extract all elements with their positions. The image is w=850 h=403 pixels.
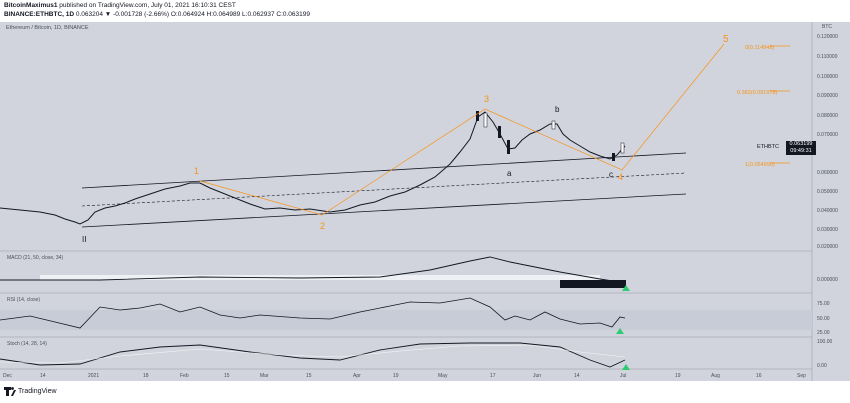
rsi-line[interactable] bbox=[0, 297, 626, 329]
rsi-tick: 75.00 bbox=[817, 301, 830, 307]
price-tag-symbol: ETHBTC bbox=[757, 144, 779, 150]
candle[interactable] bbox=[620, 142, 625, 154]
elliott-wave-path[interactable] bbox=[199, 43, 725, 216]
macd-label[interactable]: MACD (21, 50, close, 34) bbox=[7, 255, 64, 261]
symbol-label: Ethereum / Bitcoin, 1D, BINANCE bbox=[6, 25, 89, 31]
candle[interactable] bbox=[551, 120, 556, 130]
rsi-tick: 25.00 bbox=[817, 330, 830, 336]
price-tick: 0.060000 bbox=[817, 170, 838, 176]
rsi-signal-icon bbox=[616, 328, 624, 334]
stoch-tick: 100.00 bbox=[817, 339, 833, 345]
tradingview-logo-icon[interactable] bbox=[4, 387, 16, 397]
channel-upper-line[interactable] bbox=[81, 152, 687, 189]
price-tick: 0.020000 bbox=[817, 244, 838, 250]
chart-header: BitcoinMaximus1 published on TradingView… bbox=[0, 0, 850, 22]
rsi-band bbox=[0, 310, 812, 330]
candles[interactable] bbox=[476, 111, 625, 161]
time-tick: 15 bbox=[224, 373, 230, 379]
author-name[interactable]: BitcoinMaximus1 bbox=[4, 2, 58, 9]
stoch-d-line[interactable] bbox=[0, 344, 626, 364]
price-tick: 0.100000 bbox=[817, 74, 838, 80]
price-tick: 0.030000 bbox=[817, 227, 838, 233]
tradingview-brand[interactable]: TradingView bbox=[18, 388, 57, 395]
current-price-tag: 0.063199 09:49:31 bbox=[786, 141, 816, 155]
time-axis[interactable]: Dec 14 2021 18 Feb 15 Mar 15 Apr 19 May … bbox=[3, 373, 806, 379]
fib-label-1: 1(0.054990) bbox=[745, 162, 775, 168]
candle[interactable] bbox=[612, 153, 615, 161]
rsi-tick: 50.00 bbox=[817, 316, 830, 322]
time-tick: 19 bbox=[393, 373, 399, 379]
price-tick: 0.120000 bbox=[817, 34, 838, 40]
macd-tick: 0.000000 bbox=[817, 277, 838, 283]
time-tick: 2021 bbox=[88, 373, 99, 379]
candle[interactable] bbox=[507, 140, 510, 154]
time-tick: Mar bbox=[260, 373, 269, 379]
macd-line[interactable] bbox=[0, 256, 626, 284]
correction-label-c: c bbox=[609, 170, 613, 179]
price-tag-value: 0.063199 bbox=[789, 141, 813, 147]
time-tick: Jun bbox=[533, 373, 541, 379]
price-tick: 0.110000 bbox=[817, 54, 838, 60]
chart-canvas[interactable]: 1 2 3 4 5 a b c II 0(0.114848) 0.382(0.0… bbox=[0, 22, 850, 381]
candle[interactable] bbox=[476, 111, 479, 121]
symbol-interval: BINANCE:ETHBTC, 1D bbox=[4, 11, 75, 18]
currency-label: BTC bbox=[822, 24, 832, 30]
price-line[interactable] bbox=[0, 111, 626, 225]
time-tick: May bbox=[438, 373, 448, 379]
ohlc-info: BINANCE:ETHBTC, 1D 0.063204 ▼ -0.001728 … bbox=[4, 11, 310, 18]
time-tick: 14 bbox=[40, 373, 46, 379]
chart-svg[interactable]: 1 2 3 4 5 a b c II 0(0.114848) 0.382(0.0… bbox=[0, 22, 850, 381]
price-tick: 0.070000 bbox=[817, 132, 838, 138]
candle[interactable] bbox=[498, 126, 501, 138]
price-tick: 0.040000 bbox=[817, 208, 838, 214]
channel-mid-line[interactable] bbox=[81, 172, 687, 207]
wave-label-2: 2 bbox=[320, 221, 325, 231]
channel-lower-line[interactable] bbox=[81, 193, 687, 228]
stoch-k-line[interactable] bbox=[0, 342, 626, 368]
start-label: II bbox=[82, 235, 86, 244]
macd-signal-icon bbox=[622, 285, 630, 291]
wave-label-1: 1 bbox=[194, 166, 199, 176]
time-tick: Jul bbox=[620, 373, 626, 379]
publish-info: BitcoinMaximus1 published on TradingView… bbox=[4, 2, 236, 9]
time-tick: Sep bbox=[797, 373, 806, 379]
price-tick: 0.090000 bbox=[817, 93, 838, 99]
wave-label-3: 3 bbox=[484, 94, 489, 104]
publish-date: published on TradingView.com, July 01, 2… bbox=[57, 2, 236, 9]
macd-negative-bars bbox=[560, 280, 626, 288]
time-tick: Apr bbox=[353, 373, 361, 379]
fib-label-0: 0(0.114848) bbox=[745, 45, 774, 51]
time-tick: Aug bbox=[711, 373, 720, 379]
time-tick: 18 bbox=[143, 373, 149, 379]
price-tick: 0.050000 bbox=[817, 189, 838, 195]
time-tick: 14 bbox=[574, 373, 580, 379]
correction-label-a: a bbox=[507, 169, 512, 178]
time-tick: 19 bbox=[675, 373, 681, 379]
stoch-signal-icon bbox=[622, 364, 630, 370]
fib-label-0382: 0.382(0.091978) bbox=[737, 90, 778, 96]
price-tick: 0.080000 bbox=[817, 113, 838, 119]
time-tick: 15 bbox=[306, 373, 312, 379]
macd-histogram[interactable] bbox=[40, 275, 626, 288]
price-axis[interactable]: BTC 0.120000 0.110000 0.100000 0.090000 … bbox=[817, 24, 838, 250]
time-tick: Feb bbox=[180, 373, 189, 379]
stoch-tick: 0.00 bbox=[817, 363, 827, 369]
time-tick: 17 bbox=[490, 373, 496, 379]
stoch-label[interactable]: Stoch (14, 28, 14) bbox=[7, 341, 47, 347]
wave-label-4: 4 bbox=[618, 172, 623, 182]
ohlc-values: 0.063204 ▼ -0.001728 (-2.66%) O:0.064924… bbox=[74, 11, 310, 18]
price-tag-time: 09:49:31 bbox=[790, 148, 812, 154]
rsi-label[interactable]: RSI (14, close) bbox=[7, 297, 41, 303]
time-tick: Dec bbox=[3, 373, 12, 379]
candle[interactable] bbox=[483, 112, 488, 128]
correction-label-b: b bbox=[555, 105, 560, 114]
time-tick: 16 bbox=[756, 373, 762, 379]
wave-label-5: 5 bbox=[723, 34, 729, 45]
footer: TradingView bbox=[0, 381, 850, 403]
